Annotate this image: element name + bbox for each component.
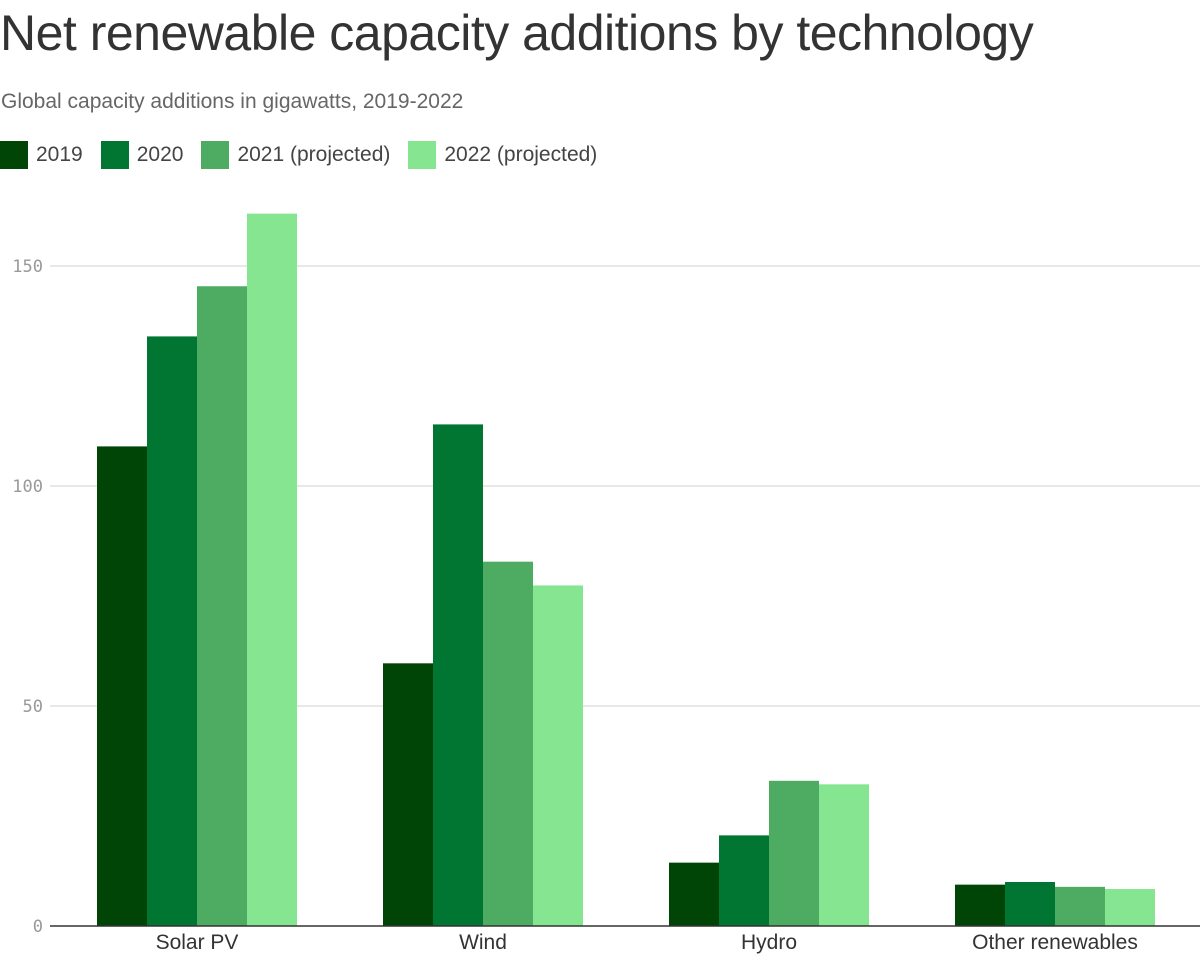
chart-legend: 2019 2020 2021 (projected) 2022 (project… [0, 141, 615, 169]
y-tick-label: 50 [23, 697, 43, 717]
legend-label: 2019 [36, 143, 83, 166]
x-category-label: Solar PV [156, 931, 239, 954]
legend-label: 2020 [136, 143, 184, 166]
bar-hydro-2020 [719, 835, 769, 926]
y-tick-label: 0 [33, 917, 43, 937]
bar-wind-2022 [533, 585, 583, 926]
legend-swatch [408, 141, 437, 169]
legend-label: 2021 (projected) [237, 143, 391, 166]
y-tick-label: 150 [12, 257, 43, 277]
bar-other-renewables-2020 [1005, 882, 1055, 926]
bar-hydro-2021 [769, 780, 819, 926]
bar-wind-2020 [433, 424, 483, 926]
chart-subtitle: Global capacity additions in gigawatts, … [1, 90, 464, 113]
bar-wind-2021 [483, 561, 533, 926]
bars [97, 213, 1155, 926]
legend-item-2020: 2020 [100, 141, 184, 169]
legend-swatch [100, 141, 129, 169]
bar-other-renewables-2021 [1055, 886, 1105, 926]
bar-hydro-2022 [819, 784, 869, 926]
bar-wind-2019 [383, 663, 433, 926]
bar-other-renewables-2022 [1105, 889, 1155, 926]
x-category-label: Other renewables [972, 931, 1138, 954]
x-category-label: Hydro [741, 931, 797, 954]
bar-solar-pv-2019 [97, 446, 147, 926]
bar-hydro-2019 [669, 862, 719, 926]
bar-other-renewables-2019 [955, 884, 1005, 926]
axes: 0 50 100 150 Solar PV Wind Hydro Other renewabl… [12, 257, 1200, 954]
legend-swatch [0, 141, 28, 169]
legend-item-2022: 2022 (projected) [408, 141, 597, 169]
x-category-label: Wind [459, 931, 507, 954]
chart-title: Net renewable capacity additions by tech… [0, 5, 1034, 61]
y-tick-label: 100 [12, 477, 43, 497]
bar-solar-pv-2022 [247, 213, 297, 926]
legend-item-2019: 2019 [0, 141, 83, 169]
legend-label: 2022 (projected) [444, 143, 598, 166]
legend-item-2021: 2021 (projected) [201, 141, 390, 169]
legend-swatch [201, 141, 230, 169]
bar-solar-pv-2020 [147, 336, 197, 926]
bar-solar-pv-2021 [197, 286, 247, 926]
